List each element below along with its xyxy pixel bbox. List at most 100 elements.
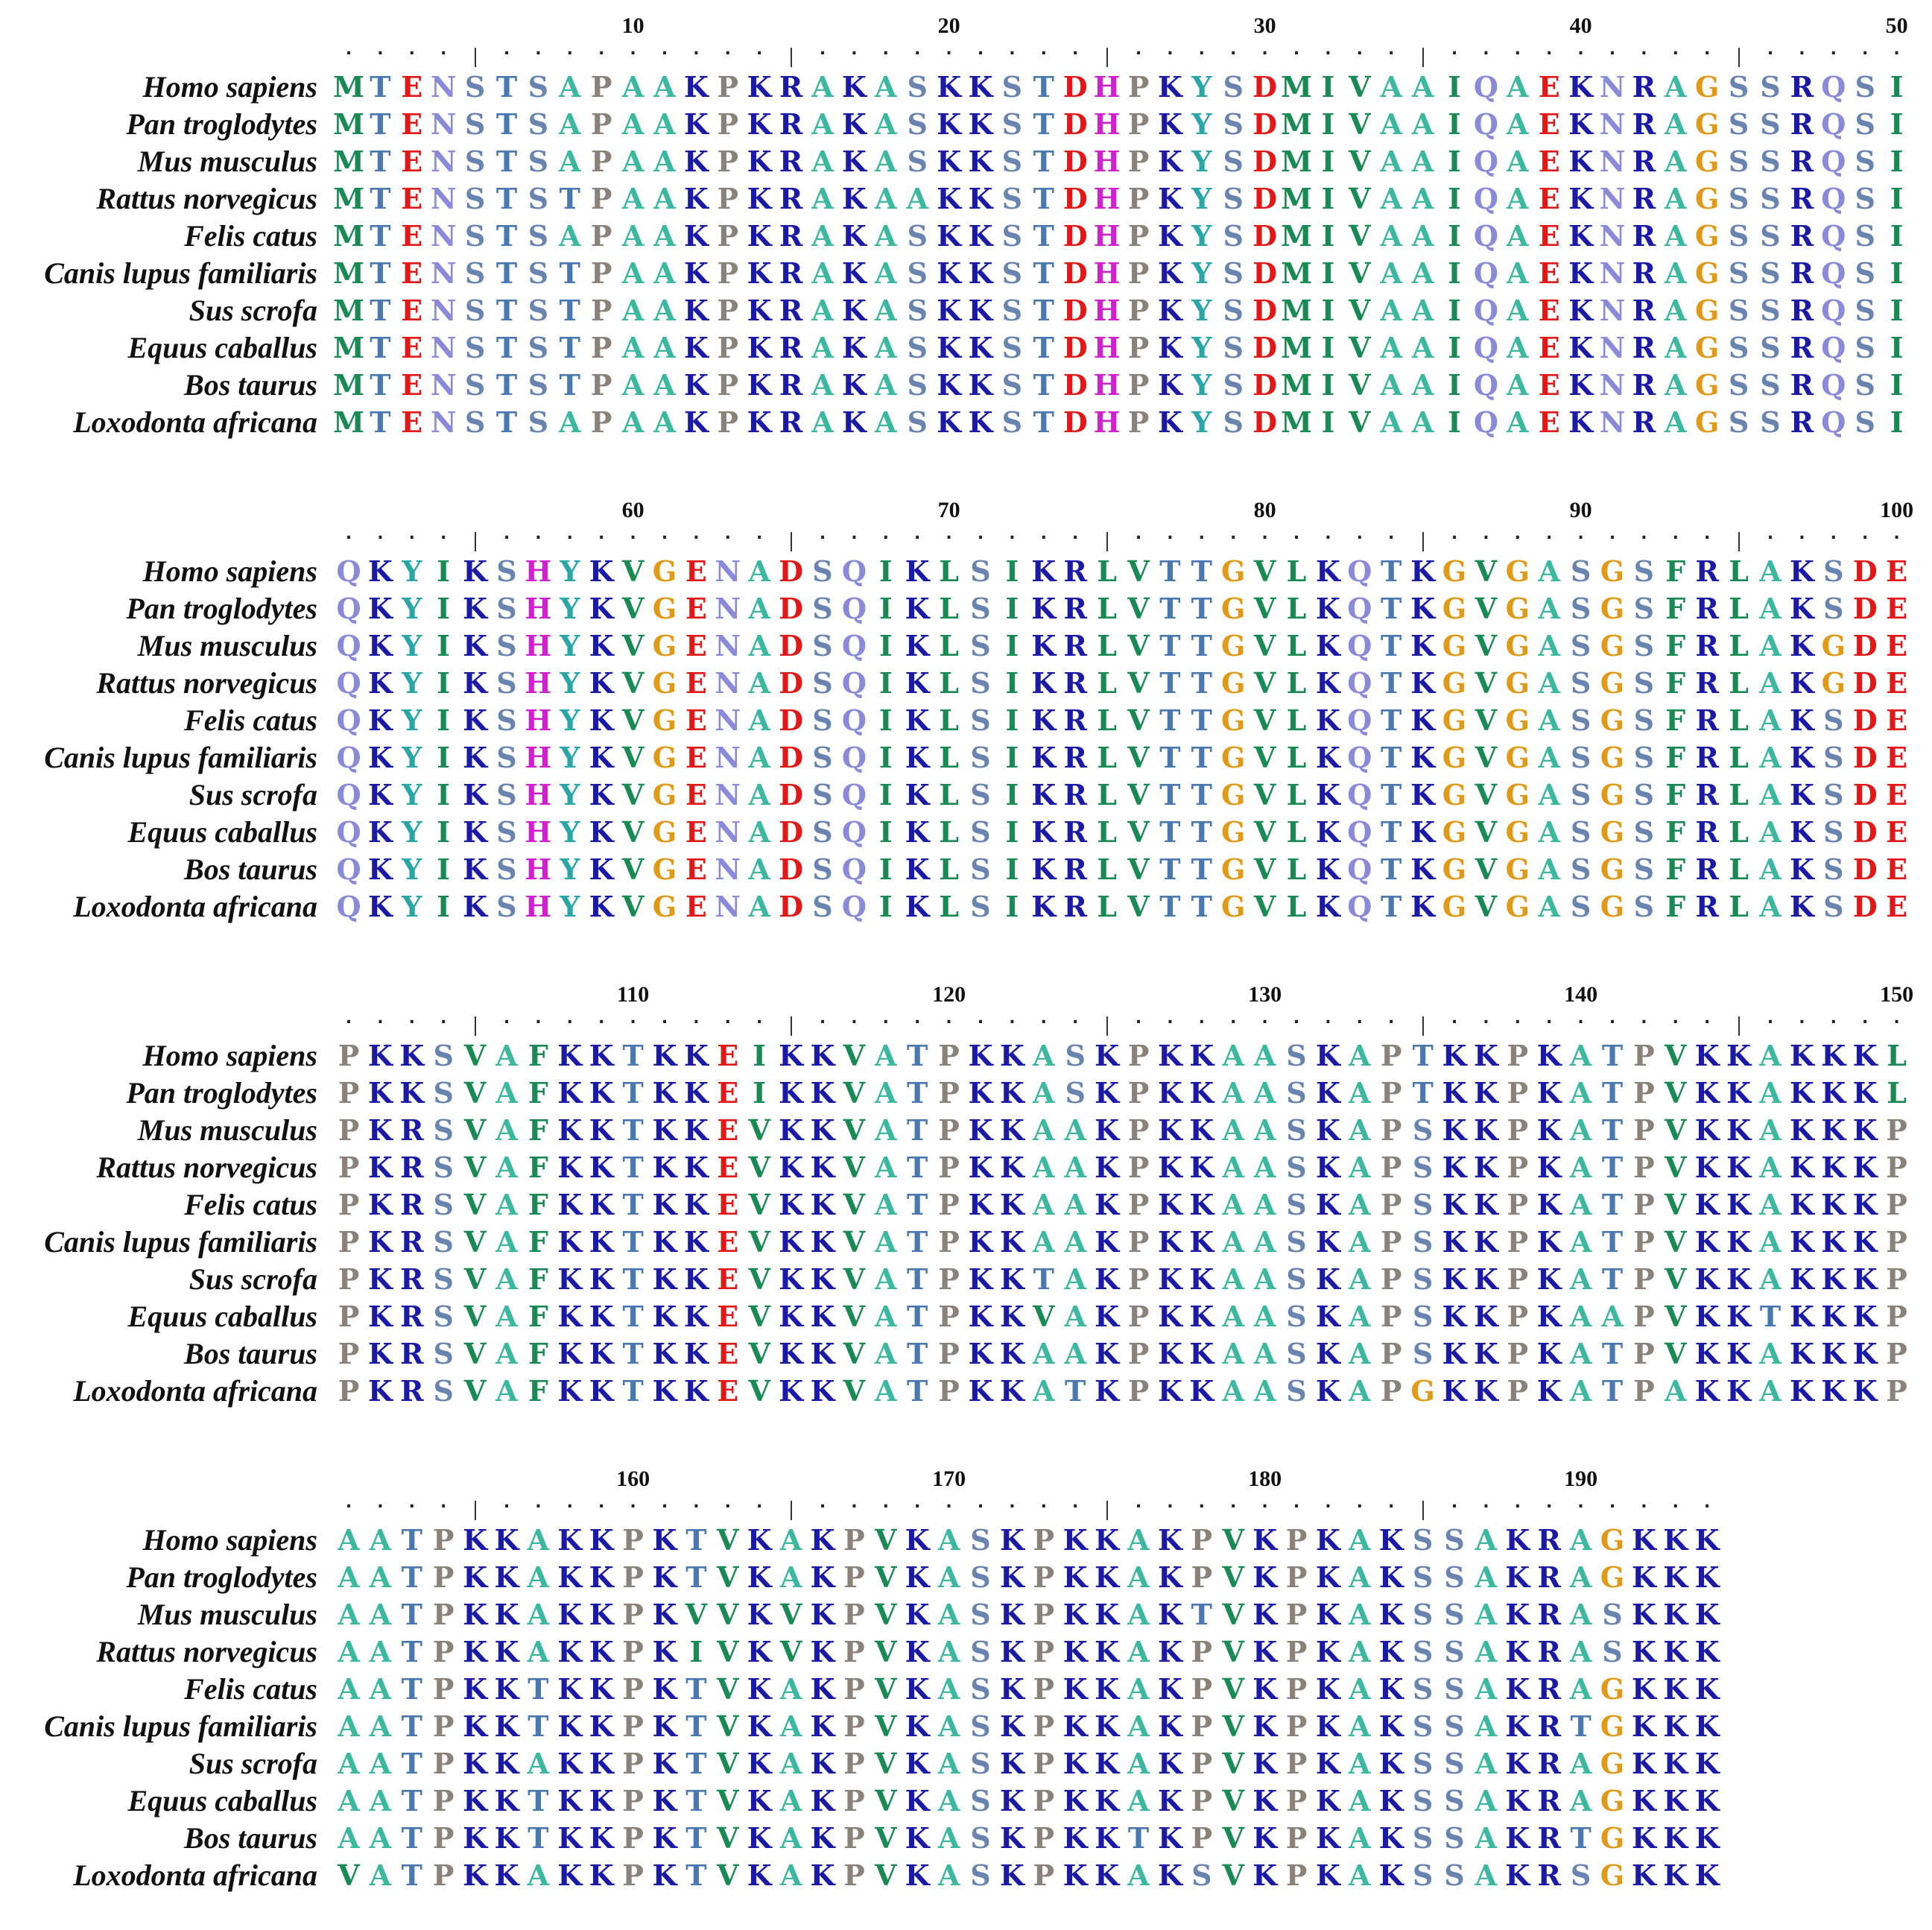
residue: A <box>1411 294 1434 327</box>
residue: A <box>653 219 676 253</box>
residue: K <box>937 368 962 402</box>
residue: A <box>621 294 644 327</box>
residue: I <box>1005 778 1019 811</box>
residue: T <box>1033 405 1054 439</box>
species-label: Equus caballus <box>127 1300 317 1333</box>
residue: K <box>905 778 930 811</box>
residue: G <box>652 703 677 737</box>
residue: A <box>1033 1039 1055 1072</box>
residue: K <box>1568 219 1594 253</box>
residue: R <box>1632 331 1656 364</box>
residue: K <box>999 1858 1024 1892</box>
residue: T <box>1759 1300 1781 1333</box>
residue: K <box>557 1523 583 1557</box>
residue: R <box>1695 815 1719 849</box>
ruler-dot: . <box>377 1009 384 1028</box>
residue: A <box>1538 741 1560 774</box>
residue: V <box>621 554 644 588</box>
residue: Q <box>841 554 867 588</box>
residue: K <box>1536 1113 1562 1147</box>
residue: T <box>622 1337 644 1370</box>
residue: V <box>1349 331 1371 364</box>
residue: K <box>463 1747 488 1780</box>
residue: T <box>528 1709 549 1743</box>
residue: K <box>1726 1113 1752 1147</box>
ruler-dot: . <box>693 1009 700 1028</box>
residue: A <box>1411 256 1434 290</box>
residue: T <box>1381 890 1402 923</box>
residue: V <box>1222 1858 1244 1892</box>
residue: A <box>1759 778 1781 811</box>
residue: A <box>779 1821 802 1855</box>
residue: K <box>1726 1374 1752 1408</box>
residue: R <box>399 1225 424 1259</box>
residue: L <box>939 890 959 923</box>
residue: K <box>1536 1262 1562 1296</box>
residue: P <box>1380 1188 1402 1221</box>
residue: T <box>1381 592 1402 625</box>
residue: D <box>1252 182 1278 215</box>
residue: R <box>1632 219 1656 253</box>
residue: K <box>463 778 488 811</box>
residue: D <box>1062 294 1088 327</box>
residue: A <box>1507 405 1529 439</box>
residue: A <box>621 256 644 290</box>
residue: K <box>1789 1300 1814 1333</box>
residue: K <box>1315 1225 1340 1259</box>
residue: T <box>1381 741 1402 774</box>
ruler-dot: . <box>1009 1493 1016 1512</box>
residue: Y <box>1191 70 1212 104</box>
residue: A <box>875 1262 897 1296</box>
residue: A <box>495 1374 518 1408</box>
residue: V <box>463 1262 487 1296</box>
residue: K <box>1789 592 1814 625</box>
residue: G <box>1220 741 1246 774</box>
residue: S <box>1412 1709 1434 1743</box>
residue: R <box>1632 368 1656 402</box>
residue: K <box>589 741 614 774</box>
residue: A <box>559 405 581 439</box>
ruler-dot: . <box>566 525 573 543</box>
ruler-dot: . <box>1546 525 1553 543</box>
residue: T <box>559 294 580 327</box>
residue: S <box>1633 778 1655 811</box>
residue: A <box>369 1635 392 1668</box>
residue: I <box>1890 368 1904 402</box>
residue: T <box>1601 1225 1624 1259</box>
residue: K <box>589 1039 614 1072</box>
residue: T <box>1033 145 1054 178</box>
residue: T <box>1159 592 1181 625</box>
residue: K <box>1505 1821 1530 1855</box>
residue: S <box>1633 815 1655 849</box>
residue: V <box>1665 1188 1687 1221</box>
residue: T <box>1159 554 1181 588</box>
residue: A <box>369 1560 392 1594</box>
residue: P <box>338 1039 360 1072</box>
residue: P <box>1507 1300 1529 1333</box>
residue: S <box>1412 1337 1434 1370</box>
residue: T <box>1033 331 1054 364</box>
residue: K <box>968 145 993 178</box>
ruler-dot: . <box>819 40 826 59</box>
residue: A <box>1538 666 1560 700</box>
residue: K <box>1473 1300 1498 1333</box>
residue: V <box>1475 703 1498 737</box>
residue: P <box>1127 1151 1150 1184</box>
ruler-dot: . <box>1230 40 1237 59</box>
ruler-dot: . <box>598 1493 605 1512</box>
residue: P <box>843 1635 865 1668</box>
residue: A <box>338 1709 360 1743</box>
residue: P <box>1191 1784 1213 1817</box>
residue: G <box>1694 70 1720 104</box>
residue: P <box>1127 1337 1150 1370</box>
residue: K <box>1726 1076 1752 1110</box>
residue: K <box>463 1858 488 1892</box>
residue: A <box>653 256 676 290</box>
residue: S <box>1570 629 1591 662</box>
residue: K <box>747 405 772 439</box>
residue: Y <box>1191 219 1212 253</box>
residue: K <box>1062 1858 1088 1892</box>
residue: P <box>1285 1709 1308 1743</box>
residue: A <box>1569 1262 1592 1296</box>
residue: P <box>1127 70 1150 104</box>
